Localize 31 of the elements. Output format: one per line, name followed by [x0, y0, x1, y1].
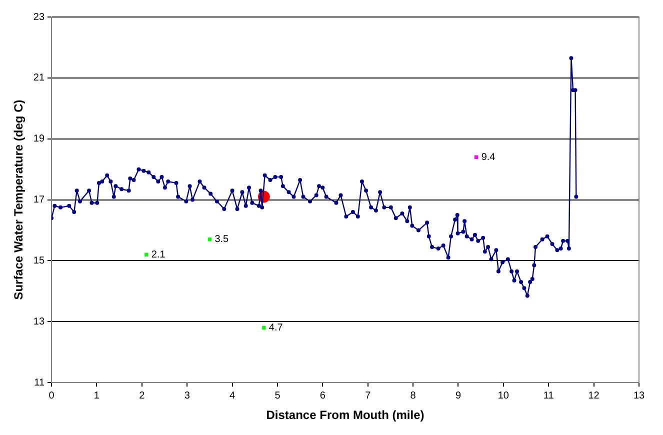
point: [208, 238, 212, 242]
x-axis-title: Distance From Mouth (mile): [266, 408, 424, 422]
x-tick-label: 2: [139, 390, 146, 402]
annotation: 4.7: [268, 322, 284, 334]
point: [262, 326, 266, 330]
annotation: 2.1: [151, 249, 166, 260]
x-tick-label: 5: [274, 390, 281, 402]
y-tick-label: 21: [33, 72, 45, 84]
y-tick-label: 23: [33, 12, 45, 23]
y-tick-label: 15: [33, 255, 45, 266]
point: [144, 252, 148, 256]
x-tick-label: 13: [633, 390, 645, 402]
x-tick-label: 12: [588, 390, 600, 402]
point: [474, 155, 478, 159]
x-tick-label: 7: [365, 390, 372, 402]
annotation: 9.4: [481, 152, 496, 163]
x-tick-label: 3: [184, 390, 190, 402]
x-tick-label: 8: [410, 390, 416, 402]
annotation: 3.5: [214, 234, 230, 246]
y-tick-label: 17: [33, 194, 45, 206]
y-tick-label: 19: [33, 134, 45, 145]
x-tick-label: 1: [94, 390, 100, 402]
y-tick-label: 13: [33, 316, 45, 328]
x-tick-label: 9: [455, 390, 462, 402]
x-tick-label: 4: [230, 390, 236, 402]
y-tick-label: 11: [34, 377, 45, 388]
x-tick-label: 11: [543, 390, 554, 402]
x-tick-label: 6: [320, 390, 326, 402]
x-tick-label: 10: [498, 390, 510, 402]
y-axis-title: Surface Water Temperature (deg C): [12, 100, 26, 300]
x-tick-label: 0: [48, 390, 55, 402]
